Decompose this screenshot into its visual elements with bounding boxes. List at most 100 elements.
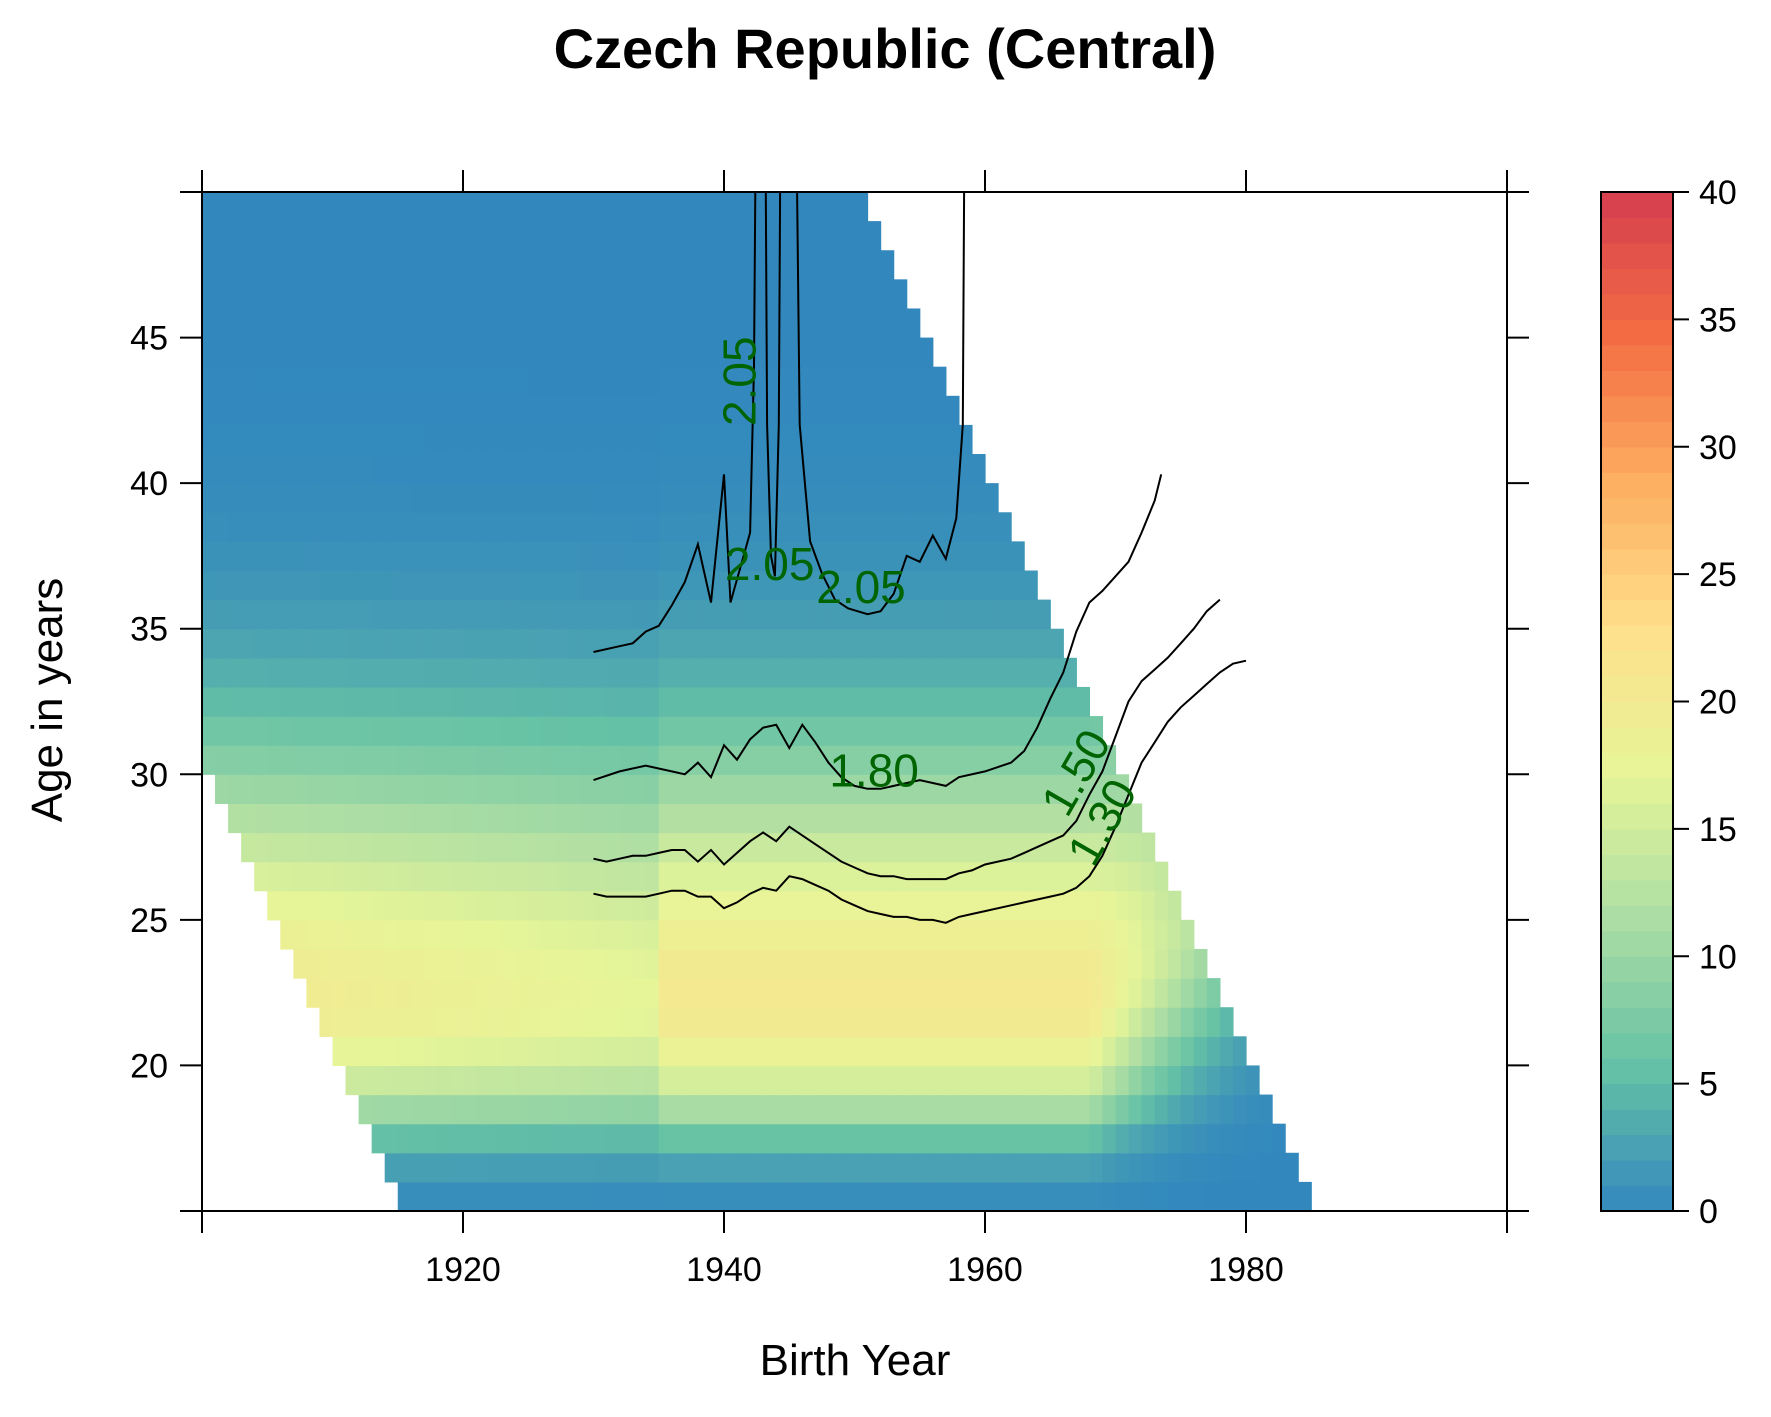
- heat-cell: [306, 250, 321, 280]
- heat-cell: [476, 1065, 490, 1096]
- heat-cell: [971, 541, 986, 572]
- heat-cell: [1089, 890, 1104, 921]
- heat-cell: [919, 366, 934, 397]
- heat-cell: [580, 1065, 595, 1096]
- heat-cell: [776, 250, 790, 280]
- heat-cell: [945, 1065, 960, 1096]
- heat-cell: [371, 890, 386, 921]
- heat-cell: [436, 948, 451, 979]
- heat-cell: [854, 657, 869, 688]
- heat-cell: [515, 628, 529, 659]
- heat-cell: [945, 686, 960, 717]
- heat-cell: [215, 774, 229, 804]
- heat-cell: [854, 803, 869, 834]
- heat-cell: [880, 1007, 895, 1037]
- heat-cell: [802, 221, 816, 251]
- heat-cell: [449, 337, 464, 368]
- heat-cell: [880, 716, 895, 746]
- heat-cell: [815, 1152, 829, 1183]
- heat-cell: [319, 628, 334, 659]
- heat-cell: [919, 803, 934, 834]
- heat-cell: [750, 250, 764, 280]
- heat-cell: [202, 395, 216, 426]
- heat-cell: [697, 308, 712, 339]
- heat-cell: [1076, 1123, 1090, 1154]
- heat-cell: [476, 454, 490, 484]
- heat-cell: [580, 803, 595, 834]
- heat-cell: [502, 192, 516, 222]
- heat-cell: [1011, 1123, 1025, 1154]
- heat-cell: [267, 337, 281, 368]
- heat-cell: [384, 483, 399, 513]
- heat-cell: [658, 1007, 673, 1037]
- heat-cell: [998, 512, 1012, 542]
- heat-cell: [332, 978, 347, 1008]
- heat-cell: [619, 919, 634, 950]
- heat-cell: [410, 948, 425, 979]
- heat-cell: [710, 1152, 725, 1183]
- colorbar-tick-label: 15: [1699, 811, 1737, 849]
- heat-cell: [358, 541, 373, 572]
- heat-cell: [985, 803, 999, 834]
- heat-cell: [528, 599, 542, 630]
- heat-cell: [828, 424, 843, 455]
- heat-cell: [1063, 1181, 1077, 1212]
- heat-cell: [619, 366, 634, 397]
- colorbar-band: [1601, 879, 1673, 906]
- heat-cell: [593, 1065, 608, 1096]
- heat-cell: [1024, 1065, 1038, 1096]
- heat-cell: [958, 1007, 973, 1037]
- heat-cell: [932, 686, 947, 717]
- heat-cell: [1167, 1094, 1182, 1125]
- heat-cell: [293, 366, 307, 397]
- heat-cell: [802, 861, 816, 892]
- heat-cell: [750, 512, 764, 542]
- heat-cell: [228, 424, 242, 455]
- heat-cell: [489, 366, 503, 397]
- heat-cell: [476, 1152, 490, 1183]
- heat-cell: [593, 541, 608, 572]
- heat-cell: [815, 628, 829, 659]
- heat-cell: [384, 745, 399, 775]
- heat-cell: [528, 861, 542, 892]
- heat-cell: [854, 599, 869, 630]
- heat-cell: [489, 1123, 503, 1154]
- heat-cell: [1115, 978, 1130, 1008]
- heat-cell: [580, 250, 595, 280]
- heat-cell: [763, 1181, 777, 1212]
- heat-cell: [828, 1123, 843, 1154]
- heat-cell: [802, 919, 816, 950]
- heat-cell: [867, 512, 882, 542]
- heat-cell: [684, 570, 699, 601]
- heat-cell: [880, 803, 895, 834]
- heat-cell: [306, 861, 321, 892]
- heat-cell: [280, 395, 294, 426]
- heat-cell: [567, 1181, 582, 1212]
- heat-cell: [619, 279, 634, 310]
- heat-cell: [763, 1036, 777, 1067]
- heat-cell: [671, 337, 686, 368]
- heat-cell: [906, 832, 921, 863]
- heat-cell: [619, 716, 634, 746]
- heat-cell: [684, 774, 699, 804]
- heat-cell: [345, 774, 360, 804]
- colorbar-tick-label: 35: [1699, 301, 1737, 339]
- heat-cell: [763, 308, 777, 339]
- heat-cell: [880, 1152, 895, 1183]
- heat-cell: [371, 1007, 386, 1037]
- heat-cell: [1167, 978, 1182, 1008]
- colorbar-band: [1601, 523, 1673, 550]
- heat-cell: [502, 221, 516, 251]
- heat-cell: [384, 1094, 399, 1125]
- heat-cell: [1167, 919, 1182, 950]
- heat-cell: [280, 192, 294, 222]
- heat-cell: [593, 221, 608, 251]
- heat-cell: [815, 599, 829, 630]
- heat-cell: [893, 919, 908, 950]
- heat-cell: [776, 745, 790, 775]
- heat-cell: [423, 774, 438, 804]
- heat-cell: [1076, 832, 1090, 863]
- heat-cell: [358, 395, 373, 426]
- heat-cell: [1037, 657, 1051, 688]
- heat-cell: [776, 541, 790, 572]
